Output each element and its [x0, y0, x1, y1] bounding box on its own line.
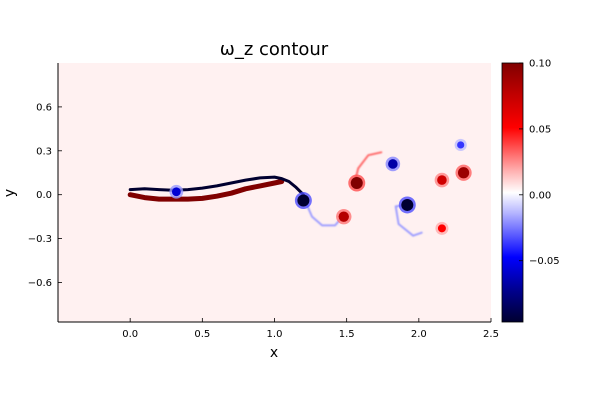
vortex-9: [171, 187, 181, 197]
vortex-8: [437, 224, 446, 233]
x-axis-label: x: [270, 345, 278, 361]
y-tick-label: 0.0: [36, 190, 52, 201]
chart-title: ω_z contour: [220, 39, 329, 60]
filament-lower: [127, 179, 285, 202]
y-tick-label: −0.6: [28, 278, 52, 289]
vortex-7: [457, 141, 465, 149]
vortex-1: [350, 176, 363, 189]
y-ticks: 0.6 0.3 0.0 −0.3 −0.6: [28, 102, 62, 289]
vortex-4: [401, 198, 414, 211]
colorbar-tick-label: −0.05: [529, 256, 560, 267]
y-tick-label: 0.6: [36, 102, 52, 113]
y-tick-label: 0.3: [36, 146, 52, 157]
x-tick-label: 2.5: [483, 329, 499, 340]
colorbar-tick-label: 0.00: [529, 190, 551, 201]
vortex-5: [437, 175, 447, 185]
x-tick-label: 1.0: [267, 329, 283, 340]
x-ticks: 0.0 0.5 1.0 1.5 2.0 2.5: [122, 318, 499, 340]
wake-arc-1: [305, 202, 345, 227]
filament-upper: [128, 175, 305, 197]
colorbar-tick-label: 0.10: [529, 59, 551, 70]
vortex-3: [388, 159, 398, 169]
plot-background: [58, 63, 491, 322]
colorbar-tick-label: 0.05: [529, 124, 551, 135]
x-tick-label: 1.5: [339, 329, 355, 340]
colorbar: [502, 63, 523, 322]
x-tick-label: 0.0: [122, 329, 138, 340]
x-tick-label: 0.5: [194, 329, 210, 340]
colorbar-frame: [501, 62, 524, 323]
vortex-2: [338, 211, 349, 222]
vortex-0: [297, 194, 310, 207]
y-axis-label: y: [2, 189, 18, 197]
x-tick-label: 2.0: [411, 329, 427, 340]
vortex-6: [457, 167, 470, 179]
y-tick-label: −0.3: [28, 234, 52, 245]
colorbar-ticks: 0.10 0.05 0.00 −0.05: [519, 59, 560, 267]
vortex-layer: [127, 138, 472, 235]
